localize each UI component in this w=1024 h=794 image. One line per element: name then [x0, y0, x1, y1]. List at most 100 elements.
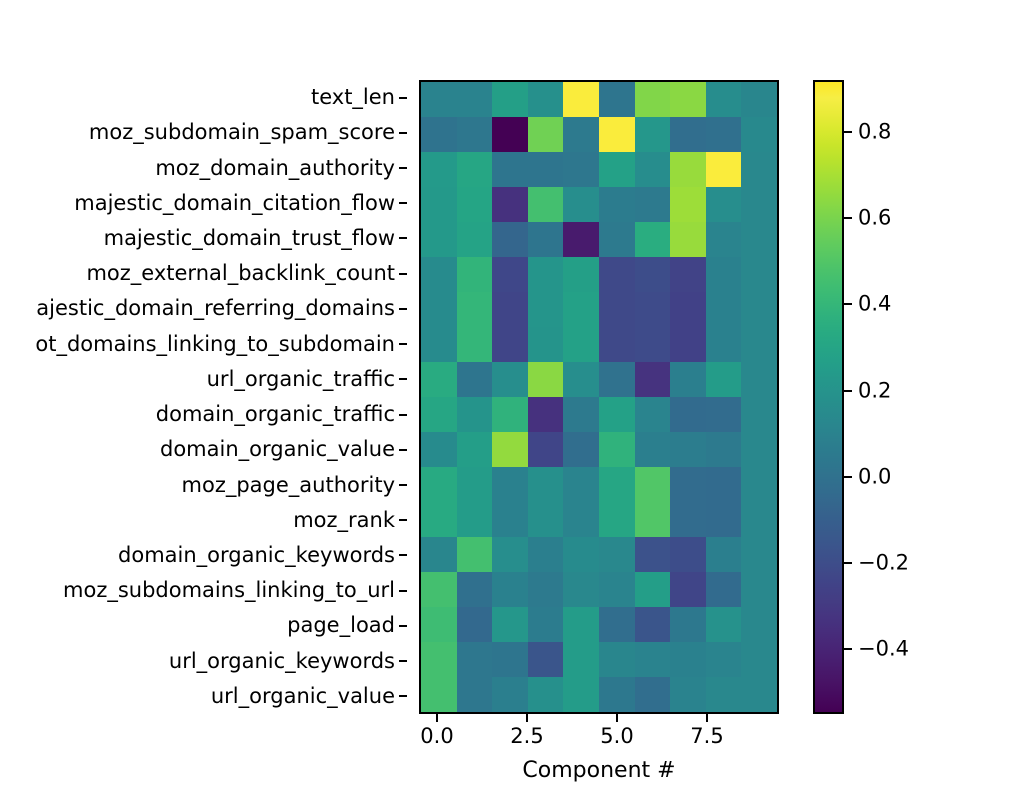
- y-axis-tick-mark: [399, 413, 407, 416]
- heatmap-cell: [527, 537, 564, 572]
- heatmap-cell: [456, 432, 493, 467]
- y-axis-tick-row: ot_domains_linking_to_subdomain: [0, 327, 407, 362]
- colorbar: [813, 80, 844, 714]
- heatmap-cell: [634, 327, 671, 362]
- heatmap-cell: [527, 82, 564, 117]
- heatmap-cell: [598, 292, 635, 327]
- y-axis-tick-label: moz_domain_authority: [155, 155, 395, 180]
- heatmap-cell: [563, 607, 599, 642]
- y-axis-tick-label: moz_subdomain_spam_score: [88, 120, 395, 145]
- heatmap-cell: [705, 432, 742, 467]
- heatmap-cell: [741, 117, 777, 152]
- heatmap-cell: [492, 502, 528, 537]
- heatmap-cell: [634, 677, 671, 712]
- y-axis-tick-mark: [399, 167, 407, 170]
- heatmap-cell: [492, 257, 528, 292]
- heatmap-cell: [670, 537, 706, 572]
- heatmap-cell: [705, 677, 742, 712]
- heatmap-cell: [741, 362, 777, 397]
- heatmap-cell: [670, 117, 706, 152]
- y-axis-tick-mark: [399, 554, 407, 557]
- heatmap-cell: [421, 152, 457, 187]
- heatmap-cell: [634, 502, 671, 537]
- y-axis-tick-row: domain_organic_keywords: [0, 538, 407, 573]
- y-axis-tick-label: url_organic_traffic: [206, 366, 395, 391]
- heatmap-cell: [527, 257, 564, 292]
- heatmap-cell: [563, 467, 599, 502]
- y-axis-tick-row: moz_domain_authority: [0, 150, 407, 185]
- heatmap-cell: [421, 607, 457, 642]
- heatmap-cell: [670, 187, 706, 222]
- colorbar-tick-mark: [844, 217, 852, 219]
- y-axis-tick-mark: [399, 343, 407, 346]
- y-axis-tick-row: moz_subdomain_spam_score: [0, 115, 407, 150]
- y-axis-tick-mark: [399, 272, 407, 275]
- heatmap-cell: [634, 187, 671, 222]
- heatmap-cell: [492, 677, 528, 712]
- heatmap-cell: [563, 152, 599, 187]
- heatmap-cell: [670, 222, 706, 257]
- heatmap-cell: [563, 397, 599, 432]
- y-axis-tick-row: majestic_domain_citation_flow: [0, 186, 407, 221]
- heatmap-cell: [598, 677, 635, 712]
- heatmap-cell: [741, 502, 777, 537]
- y-axis-tick-label: moz_page_authority: [181, 472, 395, 497]
- heatmap-cell: [492, 222, 528, 257]
- heatmap-cell: [563, 292, 599, 327]
- colorbar-tick-mark: [844, 389, 852, 392]
- heatmap-cell: [563, 432, 599, 467]
- heatmap-cell: [598, 537, 635, 572]
- y-axis-tick-label: domain_organic_traffic: [155, 402, 395, 427]
- heatmap-cell: [492, 187, 528, 222]
- heatmap-cell: [634, 257, 671, 292]
- heatmap-cell: [741, 327, 777, 362]
- heatmap-cell: [598, 152, 635, 187]
- heatmap-cell-grid: [421, 82, 777, 712]
- colorbar-tick-label: −0.2: [858, 550, 909, 575]
- y-axis-tick-mark: [399, 448, 407, 451]
- heatmap-cell: [527, 222, 564, 257]
- heatmap-cell: [492, 117, 528, 152]
- heatmap-cell: [563, 502, 599, 537]
- heatmap-cell: [705, 82, 742, 117]
- y-axis-tick-row: domain_organic_traffic: [0, 397, 407, 432]
- y-axis-tick-row: moz_page_authority: [0, 467, 407, 502]
- heatmap-cell: [563, 677, 599, 712]
- heatmap-cell: [705, 187, 742, 222]
- y-axis-tick-label: moz_rank: [293, 507, 395, 532]
- y-axis-tick-label: page_load: [287, 613, 395, 638]
- colorbar-tick-mark: [844, 303, 852, 306]
- heatmap-cell: [705, 397, 742, 432]
- heatmap-cell: [634, 537, 671, 572]
- heatmap-cell: [492, 82, 528, 117]
- heatmap-cell: [421, 187, 457, 222]
- heatmap-cell: [741, 152, 777, 187]
- heatmap-cell: [456, 257, 493, 292]
- colorbar-tick-labels: 0.8 0.6 0.4 0.2 0.0 −0.2 −0.4: [844, 80, 924, 714]
- heatmap-cell: [705, 502, 742, 537]
- heatmap-cell: [492, 607, 528, 642]
- heatmap-cell: [598, 327, 635, 362]
- heatmap-cell: [456, 222, 493, 257]
- y-axis-tick-mark: [399, 202, 407, 205]
- x-axis-tick-marks: [419, 714, 779, 726]
- y-axis-tick-label: url_organic_value: [210, 683, 395, 708]
- heatmap-cell: [563, 362, 599, 397]
- heatmap-cell: [741, 292, 777, 327]
- heatmap-cell: [456, 537, 493, 572]
- heatmap-cell: [527, 502, 564, 537]
- heatmap-cell: [421, 82, 457, 117]
- colorbar-tick-mark: [844, 562, 852, 565]
- heatmap-cell: [563, 327, 599, 362]
- y-axis-tick-mark: [399, 237, 407, 240]
- x-axis-tick-label: 5.0: [600, 724, 634, 748]
- heatmap-cell: [527, 607, 564, 642]
- heatmap-cell: [705, 152, 742, 187]
- heatmap-cell: [705, 222, 742, 257]
- heatmap-cell: [634, 467, 671, 502]
- heatmap-cell: [563, 642, 599, 677]
- heatmap-cell: [527, 572, 564, 607]
- heatmap-cell: [456, 502, 493, 537]
- heatmap-cell: [492, 362, 528, 397]
